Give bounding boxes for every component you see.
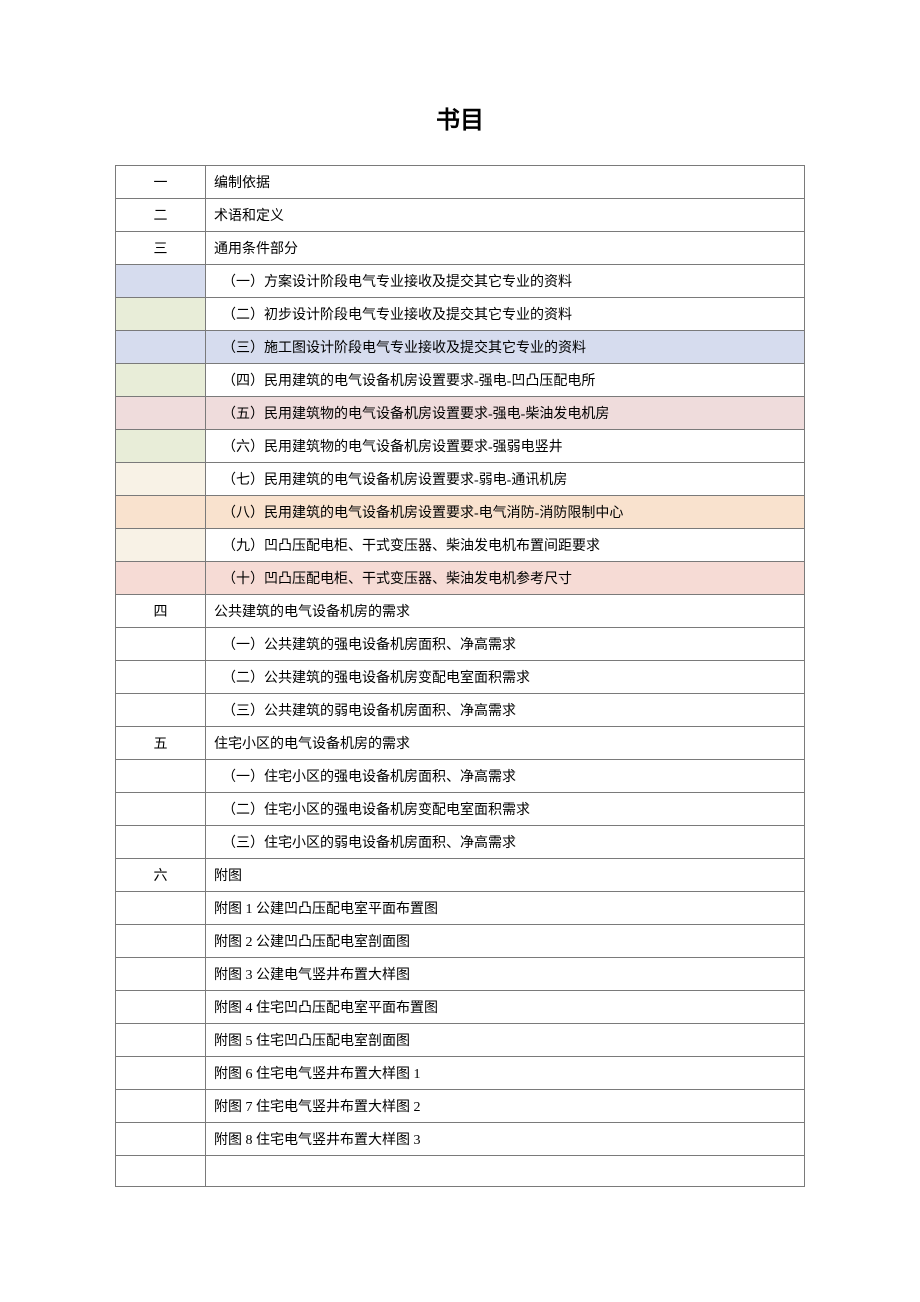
toc-content-cell: （二）住宅小区的强电设备机房变配电室面积需求 — [206, 793, 805, 826]
toc-index-cell — [116, 1057, 206, 1090]
table-row: （八）民用建筑的电气设备机房设置要求-电气消防-消防限制中心 — [116, 496, 805, 529]
toc-index-cell — [116, 958, 206, 991]
toc-content-cell: （六）民用建筑物的电气设备机房设置要求-强弱电竖井 — [206, 430, 805, 463]
toc-index-cell — [116, 760, 206, 793]
table-row: 附图 1 公建凹凸压配电室平面布置图 — [116, 892, 805, 925]
toc-content-cell: （三）住宅小区的弱电设备机房面积、净高需求 — [206, 826, 805, 859]
table-row: （三）公共建筑的弱电设备机房面积、净高需求 — [116, 694, 805, 727]
toc-content-cell: （一）方案设计阶段电气专业接收及提交其它专业的资料 — [206, 265, 805, 298]
table-row: （二）公共建筑的强电设备机房变配电室面积需求 — [116, 661, 805, 694]
toc-content-cell: 附图 3 公建电气竖井布置大样图 — [206, 958, 805, 991]
toc-index-cell — [116, 265, 206, 298]
toc-index-cell: 一 — [116, 166, 206, 199]
table-row: 六附图 — [116, 859, 805, 892]
table-row: （五）民用建筑物的电气设备机房设置要求-强电-柴油发电机房 — [116, 397, 805, 430]
table-row: 附图 2 公建凹凸压配电室剖面图 — [116, 925, 805, 958]
toc-content-cell: （九）凹凸压配电柜、干式变压器、柴油发电机布置间距要求 — [206, 529, 805, 562]
table-row: （一）公共建筑的强电设备机房面积、净高需求 — [116, 628, 805, 661]
toc-index-cell — [116, 1024, 206, 1057]
table-row: 附图 8 住宅电气竖井布置大样图 3 — [116, 1123, 805, 1156]
table-row: 三通用条件部分 — [116, 232, 805, 265]
toc-content-cell: （二）公共建筑的强电设备机房变配电室面积需求 — [206, 661, 805, 694]
toc-content-cell: 附图 7 住宅电气竖井布置大样图 2 — [206, 1090, 805, 1123]
toc-index-cell: 二 — [116, 199, 206, 232]
toc-index-cell — [116, 1090, 206, 1123]
toc-index-cell — [116, 364, 206, 397]
toc-index-cell — [116, 397, 206, 430]
table-row: （一）方案设计阶段电气专业接收及提交其它专业的资料 — [116, 265, 805, 298]
toc-content-cell: 附图 4 住宅凹凸压配电室平面布置图 — [206, 991, 805, 1024]
toc-content-cell: 附图 6 住宅电气竖井布置大样图 1 — [206, 1057, 805, 1090]
table-row: 四公共建筑的电气设备机房的需求 — [116, 595, 805, 628]
toc-content-cell: （七）民用建筑的电气设备机房设置要求-弱电-通讯机房 — [206, 463, 805, 496]
toc-content-cell: 住宅小区的电气设备机房的需求 — [206, 727, 805, 760]
toc-content-cell: 附图 — [206, 859, 805, 892]
toc-content-cell: （五）民用建筑物的电气设备机房设置要求-强电-柴油发电机房 — [206, 397, 805, 430]
table-row: （二）初步设计阶段电气专业接收及提交其它专业的资料 — [116, 298, 805, 331]
toc-content-cell: 附图 5 住宅凹凸压配电室剖面图 — [206, 1024, 805, 1057]
table-row: 五住宅小区的电气设备机房的需求 — [116, 727, 805, 760]
toc-index-cell — [116, 892, 206, 925]
toc-content-cell: 附图 8 住宅电气竖井布置大样图 3 — [206, 1123, 805, 1156]
table-row: 附图 4 住宅凹凸压配电室平面布置图 — [116, 991, 805, 1024]
table-row: 附图 5 住宅凹凸压配电室剖面图 — [116, 1024, 805, 1057]
toc-index-cell — [116, 826, 206, 859]
table-row: （三）住宅小区的弱电设备机房面积、净高需求 — [116, 826, 805, 859]
toc-content-cell: 附图 2 公建凹凸压配电室剖面图 — [206, 925, 805, 958]
toc-index-cell: 四 — [116, 595, 206, 628]
table-row — [116, 1156, 805, 1187]
toc-content-cell: （一）住宅小区的强电设备机房面积、净高需求 — [206, 760, 805, 793]
toc-index-cell — [116, 694, 206, 727]
toc-index-cell — [116, 331, 206, 364]
table-row: （一）住宅小区的强电设备机房面积、净高需求 — [116, 760, 805, 793]
toc-index-cell — [116, 562, 206, 595]
toc-index-cell — [116, 529, 206, 562]
toc-content-cell: 公共建筑的电气设备机房的需求 — [206, 595, 805, 628]
toc-content-cell: 附图 1 公建凹凸压配电室平面布置图 — [206, 892, 805, 925]
table-row: 附图 7 住宅电气竖井布置大样图 2 — [116, 1090, 805, 1123]
toc-index-cell — [116, 430, 206, 463]
toc-content-cell — [206, 1156, 805, 1187]
toc-content-cell: （三）公共建筑的弱电设备机房面积、净高需求 — [206, 694, 805, 727]
table-row: （二）住宅小区的强电设备机房变配电室面积需求 — [116, 793, 805, 826]
table-row: （六）民用建筑物的电气设备机房设置要求-强弱电竖井 — [116, 430, 805, 463]
toc-index-cell — [116, 628, 206, 661]
toc-index-cell: 三 — [116, 232, 206, 265]
toc-index-cell — [116, 1123, 206, 1156]
toc-content-cell: （十）凹凸压配电柜、干式变压器、柴油发电机参考尺寸 — [206, 562, 805, 595]
toc-index-cell — [116, 661, 206, 694]
table-row: 二术语和定义 — [116, 199, 805, 232]
toc-content-cell: （四）民用建筑的电气设备机房设置要求-强电-凹凸压配电所 — [206, 364, 805, 397]
toc-content-cell: （一）公共建筑的强电设备机房面积、净高需求 — [206, 628, 805, 661]
document-title: 书目 — [115, 100, 805, 135]
toc-content-cell: 编制依据 — [206, 166, 805, 199]
toc-table: 一编制依据二术语和定义三通用条件部分（一）方案设计阶段电气专业接收及提交其它专业… — [115, 165, 805, 1187]
toc-content-cell: （八）民用建筑的电气设备机房设置要求-电气消防-消防限制中心 — [206, 496, 805, 529]
toc-index-cell — [116, 991, 206, 1024]
toc-index-cell — [116, 1156, 206, 1187]
toc-index-cell — [116, 793, 206, 826]
toc-index-cell — [116, 925, 206, 958]
toc-index-cell — [116, 463, 206, 496]
toc-content-cell: （二）初步设计阶段电气专业接收及提交其它专业的资料 — [206, 298, 805, 331]
table-row: （九）凹凸压配电柜、干式变压器、柴油发电机布置间距要求 — [116, 529, 805, 562]
table-row: （三）施工图设计阶段电气专业接收及提交其它专业的资料 — [116, 331, 805, 364]
table-row: 附图 6 住宅电气竖井布置大样图 1 — [116, 1057, 805, 1090]
toc-index-cell: 六 — [116, 859, 206, 892]
table-row: （七）民用建筑的电气设备机房设置要求-弱电-通讯机房 — [116, 463, 805, 496]
toc-content-cell: 术语和定义 — [206, 199, 805, 232]
toc-content-cell: （三）施工图设计阶段电气专业接收及提交其它专业的资料 — [206, 331, 805, 364]
toc-index-cell — [116, 496, 206, 529]
toc-index-cell — [116, 298, 206, 331]
table-row: （四）民用建筑的电气设备机房设置要求-强电-凹凸压配电所 — [116, 364, 805, 397]
toc-content-cell: 通用条件部分 — [206, 232, 805, 265]
toc-index-cell: 五 — [116, 727, 206, 760]
table-row: 一编制依据 — [116, 166, 805, 199]
table-row: （十）凹凸压配电柜、干式变压器、柴油发电机参考尺寸 — [116, 562, 805, 595]
table-row: 附图 3 公建电气竖井布置大样图 — [116, 958, 805, 991]
